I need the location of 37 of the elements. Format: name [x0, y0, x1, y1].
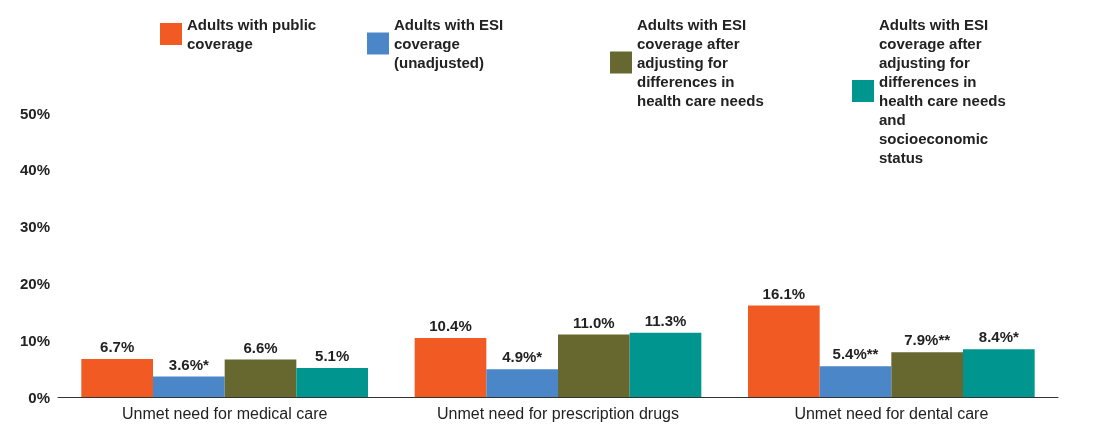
data-label: 5.4%** — [832, 345, 879, 363]
legend-label: Adults with ESI coverage after adjusting for differences in health care needs — [637, 16, 764, 109]
data-label: 6.7% — [100, 337, 135, 355]
data-label: 8.4%* — [978, 328, 1020, 346]
y-tick-label: 0% — [28, 388, 50, 406]
bar — [558, 334, 630, 397]
data-label: 4.9%* — [502, 348, 543, 366]
bar — [81, 358, 153, 397]
bar — [296, 368, 368, 397]
bar — [153, 376, 225, 397]
data-label: 5.1% — [315, 347, 350, 365]
bar — [486, 369, 558, 397]
y-tick-label: 20% — [19, 274, 50, 292]
bar — [414, 337, 487, 397]
bar — [748, 305, 820, 397]
bar — [629, 332, 702, 397]
x-tick-label: Unmet need for medical care — [121, 404, 328, 422]
data-label: 3.6%* — [168, 355, 210, 373]
y-tick-label: 30% — [19, 218, 50, 236]
y-tick-label: 10% — [19, 331, 50, 349]
bar — [963, 349, 1035, 397]
data-label: 10.4% — [429, 316, 472, 334]
data-label: 16.1% — [762, 284, 806, 302]
x-tick-label: Unmet need for dental care — [794, 404, 989, 422]
data-label: 11.3% — [644, 311, 687, 329]
bar — [819, 366, 892, 397]
data-label: 11.0% — [572, 313, 615, 331]
y-tick-label: 40% — [19, 161, 50, 179]
bar — [224, 359, 297, 397]
data-label: 7.9%** — [904, 331, 951, 349]
legend-label: Adults with ESI coverage (unadjusted) — [394, 16, 508, 71]
y-tick-label: 50% — [19, 104, 50, 122]
bar — [891, 352, 963, 397]
legend-label: Adults with ESI coverage after adjusting for differences in health care needs and socioeconomic status — [879, 16, 1010, 166]
legend-label: Adults with public coverage — [187, 16, 321, 52]
x-tick-label: Unmet need for prescription drugs — [437, 404, 679, 422]
data-label: 6.6% — [243, 338, 278, 356]
